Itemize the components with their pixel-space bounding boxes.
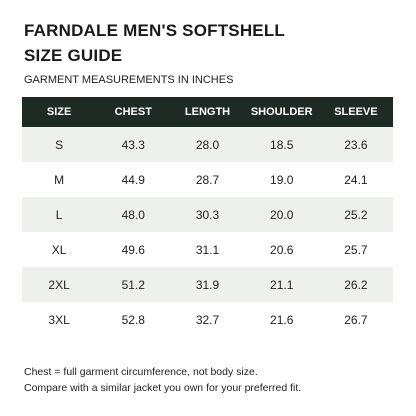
note: Compare with a similar jacket you own fo… xyxy=(24,382,302,394)
table-cell: 32.7 xyxy=(195,312,220,327)
table-cell: S xyxy=(55,137,64,152)
table-cell: 44.9 xyxy=(121,172,145,187)
table-cell: 19.0 xyxy=(270,172,294,187)
table-cell: 52.8 xyxy=(121,312,145,327)
table-cell: 18.5 xyxy=(270,137,294,152)
table-cell: 23.6 xyxy=(344,137,368,152)
column-header: SLEEVE xyxy=(334,106,378,118)
table-cell: 28.0 xyxy=(195,137,220,152)
column-header: LENGTH xyxy=(184,106,231,118)
size-table: SIZE CHEST LENGTH SHOULDER SLEEVE S 43.3 28.0 18… xyxy=(22,97,393,337)
table-row: 2XL 51.2 31.9 21.1 26.2 xyxy=(22,267,393,302)
table-cell: 28.7 xyxy=(195,172,220,187)
table-cell: 21.6 xyxy=(270,312,294,327)
table-row: L 48.0 30.3 20.0 25.2 xyxy=(22,197,393,232)
title: FARNDALE MEN'S SOFTSHELL xyxy=(24,21,286,40)
table-cell: 20.6 xyxy=(270,242,294,257)
table-row: M 44.9 28.7 19.0 24.1 xyxy=(22,162,393,197)
table-row: S 43.3 28.0 18.5 23.6 xyxy=(22,127,393,162)
column-header: SHOULDER xyxy=(250,106,313,118)
table-cell: XL xyxy=(51,242,67,257)
table-cell: 20.0 xyxy=(270,207,294,222)
table-cell: 49.6 xyxy=(121,242,145,257)
table-cell: 31.1 xyxy=(195,242,220,257)
table-cell: 26.7 xyxy=(344,312,368,327)
subtitle: GARMENT MEASUREMENTS IN INCHES xyxy=(24,74,234,86)
table-cell: 21.1 xyxy=(270,277,294,292)
table-cell: 30.3 xyxy=(195,207,220,222)
table-row: 3XL 52.8 32.7 21.6 26.7 xyxy=(22,302,393,337)
table-cell: 25.2 xyxy=(344,207,368,222)
header-row: SIZE CHEST LENGTH SHOULDER SLEEVE xyxy=(22,97,393,127)
table-cell: 3XL xyxy=(48,312,70,327)
table-row: XL 49.6 31.1 20.6 25.7 xyxy=(22,232,393,267)
table-cell: 24.1 xyxy=(344,172,368,187)
table-cell: 25.7 xyxy=(344,242,368,257)
table-cell: 2XL xyxy=(48,277,70,292)
note: Chest = full garment circumference, not … xyxy=(24,366,258,378)
column-header: CHEST xyxy=(114,106,152,118)
table-cell: 43.3 xyxy=(121,137,145,152)
table-cell: M xyxy=(54,172,65,187)
column-header: SIZE xyxy=(46,106,72,118)
table-cell: L xyxy=(55,207,63,222)
table-cell: 51.2 xyxy=(121,277,145,292)
table-cell: 48.0 xyxy=(121,207,145,222)
table-cell: 31.9 xyxy=(195,277,220,292)
table-cell: 26.2 xyxy=(344,277,368,292)
title: SIZE GUIDE xyxy=(24,46,123,65)
